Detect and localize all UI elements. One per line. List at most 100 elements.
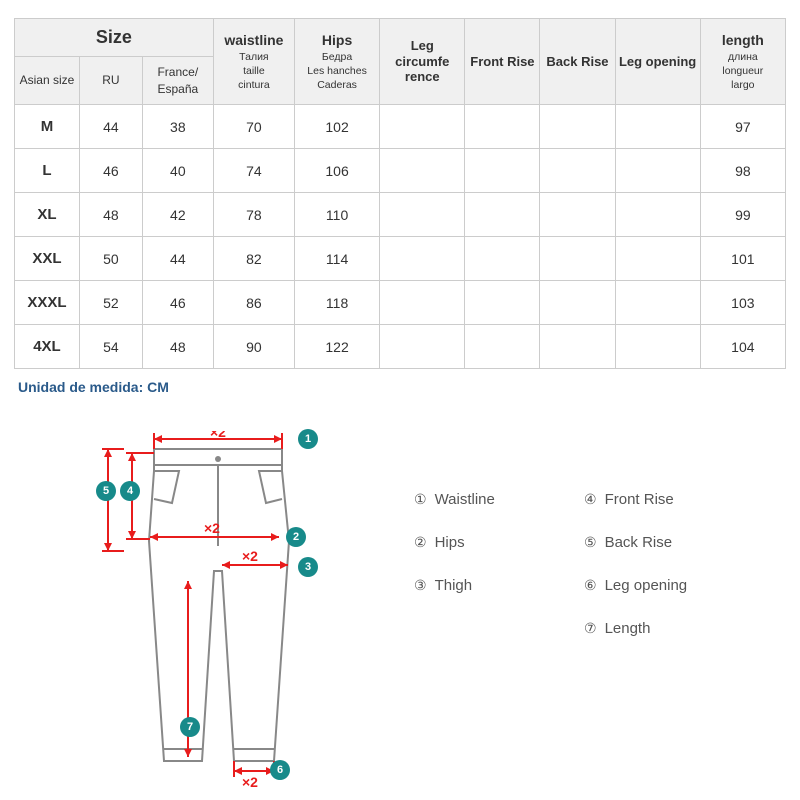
legend-label: Hips	[435, 534, 465, 551]
legend-number: ③	[414, 577, 427, 594]
table-body: M44387010297L46407410698XL48427811099XXL…	[15, 105, 786, 369]
legend-item: ④Front Rise	[584, 491, 754, 508]
sub-ru: RU	[79, 57, 142, 105]
legend-number: ①	[414, 491, 427, 508]
legend-item: ③Thigh	[414, 577, 584, 594]
col-leg-opening: Leg opening	[615, 19, 700, 105]
table-cell	[615, 193, 700, 237]
table-cell: 114	[294, 237, 379, 281]
diagram-badge: 2	[286, 527, 306, 547]
table-cell: 86	[213, 281, 294, 325]
table-row: XL48427811099	[15, 193, 786, 237]
legend-label: Waistline	[435, 491, 495, 508]
table-cell	[540, 149, 615, 193]
diagram-badge: 1	[298, 429, 318, 449]
legend-item: ⑦Length	[584, 620, 754, 637]
sub-asian: Asian size	[15, 57, 80, 105]
table-cell: 4XL	[15, 325, 80, 369]
size-chart-table: Size waistline Талия taille cintura Hips…	[14, 18, 786, 369]
table-cell: 44	[142, 237, 213, 281]
legend-label: Leg opening	[605, 577, 688, 594]
table-cell	[380, 237, 465, 281]
svg-text:×2: ×2	[242, 774, 258, 790]
svg-text:×2: ×2	[210, 431, 226, 440]
table-cell: 110	[294, 193, 379, 237]
col-leg-circ: Leg circumfe rence	[380, 19, 465, 105]
col-waistline: waistline Талия taille cintura	[213, 19, 294, 105]
table-cell: 38	[142, 105, 213, 149]
table-cell: 48	[79, 193, 142, 237]
table-cell: 102	[294, 105, 379, 149]
legend-number: ⑥	[584, 577, 597, 594]
col-length: length длина longueur largo	[700, 19, 785, 105]
legend-label: Front Rise	[605, 491, 674, 508]
table-cell: 90	[213, 325, 294, 369]
table-cell: 97	[700, 105, 785, 149]
unit-note: Unidad de medida: CM	[18, 379, 786, 395]
table-cell	[465, 105, 540, 149]
legend-label: Back Rise	[605, 534, 673, 551]
col-hips: Hips Бедра Les hanches Caderas	[294, 19, 379, 105]
table-cell: 54	[79, 325, 142, 369]
table-cell	[615, 105, 700, 149]
table-cell	[465, 149, 540, 193]
size-group-header: Size	[15, 19, 214, 57]
table-cell: 48	[142, 325, 213, 369]
table-cell: 106	[294, 149, 379, 193]
legend-number: ⑤	[584, 534, 597, 551]
diagram-badge: 6	[270, 760, 290, 780]
table-cell: 118	[294, 281, 379, 325]
table-cell	[540, 325, 615, 369]
table-cell	[615, 149, 700, 193]
table-header: Size waistline Талия taille cintura Hips…	[15, 19, 786, 105]
table-cell	[380, 193, 465, 237]
table-cell: 44	[79, 105, 142, 149]
legend-item: ⑤ Back Rise	[584, 534, 754, 551]
diagram-badge: 5	[96, 481, 116, 501]
table-cell	[615, 281, 700, 325]
legend-item: ⑥ Leg opening	[584, 577, 754, 594]
table-cell: 50	[79, 237, 142, 281]
table-cell: 74	[213, 149, 294, 193]
table-cell	[465, 193, 540, 237]
table-cell: XXXL	[15, 281, 80, 325]
table-cell: 46	[142, 281, 213, 325]
table-row: M44387010297	[15, 105, 786, 149]
legend-item: ② Hips	[414, 534, 584, 551]
table-cell: 70	[213, 105, 294, 149]
table-cell: 78	[213, 193, 294, 237]
svg-text:×2: ×2	[242, 548, 258, 564]
table-cell: 46	[79, 149, 142, 193]
table-cell: 104	[700, 325, 785, 369]
table-cell: 103	[700, 281, 785, 325]
table-cell	[615, 325, 700, 369]
diagram-badge: 7	[180, 717, 200, 737]
table-cell	[380, 281, 465, 325]
pants-diagram: ×2 ×2 ×2	[84, 431, 344, 791]
table-cell: 101	[700, 237, 785, 281]
table-row: XXL504482114101	[15, 237, 786, 281]
table-cell: 42	[142, 193, 213, 237]
table-cell	[540, 281, 615, 325]
legend-number: ②	[414, 534, 427, 551]
table-row: L46407410698	[15, 149, 786, 193]
table-cell	[540, 105, 615, 149]
table-row: 4XL544890122104	[15, 325, 786, 369]
diagram-badge: 4	[120, 481, 140, 501]
table-cell	[380, 149, 465, 193]
table-cell: L	[15, 149, 80, 193]
col-back-rise: Back Rise	[540, 19, 615, 105]
legend-label: Length	[605, 620, 651, 637]
table-cell	[465, 325, 540, 369]
table-cell	[380, 325, 465, 369]
table-cell: 98	[700, 149, 785, 193]
diagram-badge: 3	[298, 557, 318, 577]
table-row: XXXL524686118103	[15, 281, 786, 325]
table-cell	[540, 237, 615, 281]
legend-item: ① Waistline	[414, 491, 584, 508]
sub-france: France/ España	[142, 57, 213, 105]
table-cell	[615, 237, 700, 281]
legend-item	[414, 620, 584, 637]
table-cell	[380, 105, 465, 149]
table-cell	[465, 237, 540, 281]
